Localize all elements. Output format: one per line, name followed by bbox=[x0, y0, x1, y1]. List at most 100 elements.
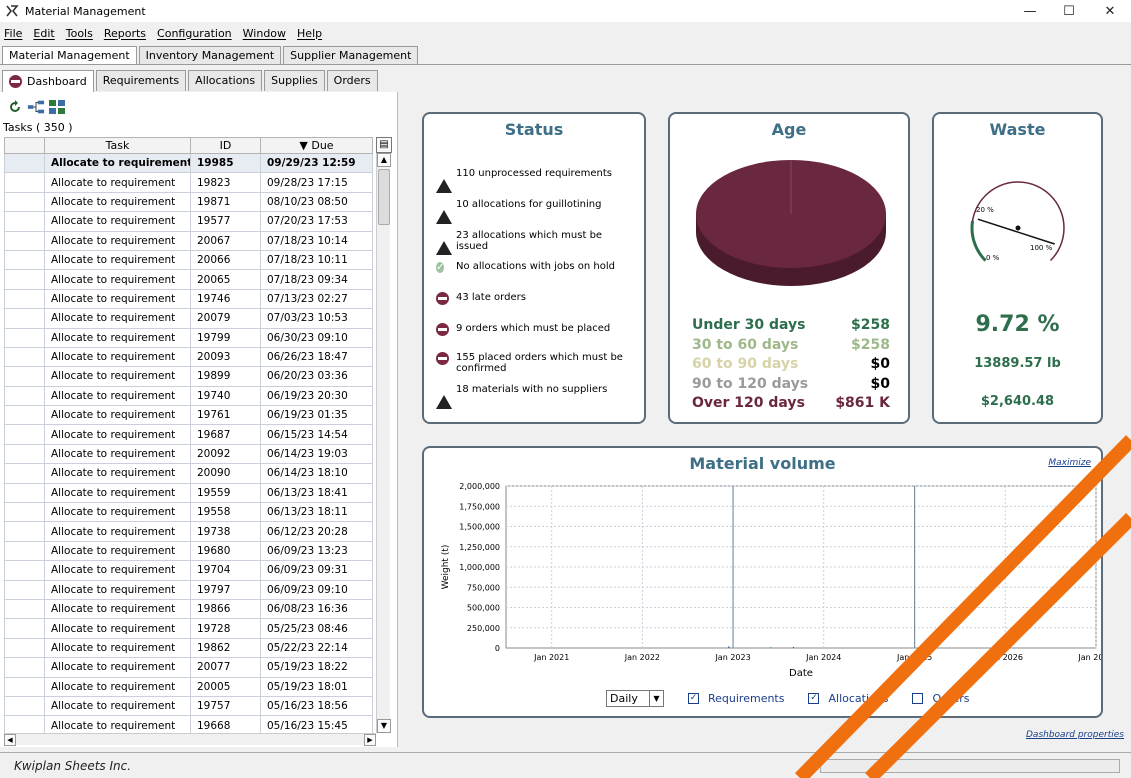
table-row[interactable]: Allocate to requirement 19680 06/09/23 13:… bbox=[4, 540, 373, 562]
age-row-label: 90 to 120 days bbox=[692, 375, 809, 392]
table-row[interactable]: Allocate to requirement 19559 06/13/23 18:… bbox=[4, 482, 373, 504]
x-tick-label: Jan 2026 bbox=[987, 653, 1023, 662]
id-cell: 20067 bbox=[190, 230, 261, 251]
table-row[interactable]: Allocate to requirement 19577 07/20/23 17:… bbox=[4, 211, 373, 232]
granularity-select[interactable]: Daily ▼ bbox=[606, 690, 664, 707]
col-header-id[interactable]: ID bbox=[190, 137, 261, 154]
table-row[interactable]: Allocate to requirement 19668 05/16/23 15:… bbox=[4, 715, 373, 736]
tab-orders[interactable]: Orders bbox=[326, 70, 378, 91]
status-item-text: 10 allocations for guillotining bbox=[456, 199, 602, 210]
status-item-text: 18 materials with no suppliers bbox=[456, 384, 608, 395]
refresh-icon[interactable] bbox=[6, 98, 24, 116]
dashboard-properties-link[interactable]: Dashboard properties bbox=[1026, 730, 1124, 740]
table-row[interactable]: Allocate to requirement 19899 06/20/23 03:… bbox=[4, 366, 373, 387]
table-row[interactable]: Allocate to requirement 20090 06/14/23 18:… bbox=[4, 463, 373, 484]
table-row[interactable]: Allocate to requirement 19687 06/15/23 14:… bbox=[4, 424, 373, 445]
status-item[interactable]: 10 allocations for guillotining bbox=[436, 199, 626, 224]
scroll-left-icon[interactable]: ◀ bbox=[4, 734, 16, 746]
table-row[interactable]: Allocate to requirement 19728 05/25/23 08:… bbox=[4, 618, 373, 639]
table-row[interactable]: Allocate to requirement 19746 07/13/23 02:… bbox=[4, 288, 373, 310]
table-row[interactable]: Allocate to requirement 19757 05/16/23 18:… bbox=[4, 695, 373, 717]
col-header-task[interactable]: Task bbox=[44, 137, 191, 154]
orders-checkbox[interactable] bbox=[912, 693, 924, 704]
row-select-cell bbox=[4, 191, 45, 213]
due-cell: 07/18/23 10:11 bbox=[260, 249, 373, 271]
table-row[interactable]: Allocate to requirement 19862 05/22/23 22:… bbox=[4, 637, 373, 659]
table-row[interactable]: Allocate to requirement 20077 05/19/23 18:… bbox=[4, 657, 373, 678]
y-tick-label: 750,000 bbox=[467, 583, 500, 592]
tasks-horizontal-scrollbar[interactable]: ◀ ▶ bbox=[4, 733, 376, 746]
maximize-button[interactable]: ☐ bbox=[1063, 3, 1075, 19]
table-row[interactable]: Allocate to requirement 19738 06/12/23 20:… bbox=[4, 521, 373, 542]
menu-window[interactable]: Window bbox=[242, 26, 287, 40]
status-item[interactable]: 18 materials with no suppliers bbox=[436, 384, 626, 409]
maximize-link[interactable]: Maximize bbox=[1048, 458, 1091, 468]
id-cell: 19704 bbox=[190, 560, 261, 581]
table-row[interactable]: Allocate to requirement 20093 06/26/23 18:… bbox=[4, 346, 373, 368]
tab-material-management[interactable]: Material Management bbox=[2, 46, 137, 65]
status-item[interactable]: 43 late orders bbox=[436, 292, 626, 307]
scroll-right-icon[interactable]: ▶ bbox=[364, 734, 376, 746]
task-cell: Allocate to requirement bbox=[44, 288, 191, 310]
requirements-checkbox[interactable]: ✓ bbox=[688, 693, 699, 704]
table-row[interactable]: Allocate to requirement 20067 07/18/23 10:… bbox=[4, 230, 373, 251]
table-row[interactable]: Allocate to requirement 19740 06/19/23 20:… bbox=[4, 385, 373, 407]
status-item[interactable]: 23 allocations which must be issued bbox=[436, 230, 626, 255]
tab-inventory-management[interactable]: Inventory Management bbox=[138, 46, 282, 64]
tab-supplier-management[interactable]: Supplier Management bbox=[283, 46, 419, 64]
table-row[interactable]: Allocate to requirement 20066 07/18/23 10:… bbox=[4, 249, 373, 271]
id-cell: 19797 bbox=[190, 579, 261, 600]
row-select-cell bbox=[4, 598, 45, 620]
menu-configuration[interactable]: Configuration bbox=[157, 26, 232, 40]
status-item[interactable]: 155 placed orders which must be confirme… bbox=[436, 352, 626, 374]
network-view-icon[interactable] bbox=[48, 98, 66, 116]
table-row[interactable]: Allocate to requirement 20065 07/18/23 09:… bbox=[4, 269, 373, 290]
row-select-cell bbox=[4, 346, 45, 368]
table-row[interactable]: Allocate to requirement 19985 09/29/23 12:… bbox=[4, 152, 373, 174]
menu-tools[interactable]: Tools bbox=[65, 26, 93, 40]
table-row[interactable]: Allocate to requirement 19871 08/10/23 08:… bbox=[4, 191, 373, 213]
tab-requirements[interactable]: Requirements bbox=[95, 70, 187, 91]
due-cell: 06/30/23 09:10 bbox=[260, 327, 373, 348]
table-row[interactable]: Allocate to requirement 19761 06/19/23 01:… bbox=[4, 405, 373, 426]
row-select-cell bbox=[4, 676, 45, 697]
table-row[interactable]: Allocate to requirement 19558 06/13/23 18:… bbox=[4, 502, 373, 523]
table-row[interactable]: Allocate to requirement 20079 07/03/23 10:… bbox=[4, 308, 373, 329]
table-row[interactable]: Allocate to requirement 19704 06/09/23 09:… bbox=[4, 560, 373, 581]
minimize-button[interactable]: — bbox=[1023, 3, 1037, 19]
tab-supplies[interactable]: Supplies bbox=[264, 70, 325, 91]
scroll-up-icon[interactable]: ▲ bbox=[377, 153, 391, 167]
task-cell: Allocate to requirement bbox=[44, 463, 191, 484]
table-row[interactable]: Allocate to requirement 20005 05/19/23 18:… bbox=[4, 676, 373, 697]
table-row[interactable]: Allocate to requirement 19797 06/09/23 09:… bbox=[4, 579, 373, 600]
tab-allocations[interactable]: Allocations bbox=[188, 70, 263, 91]
due-cell: 05/16/23 18:56 bbox=[260, 695, 373, 717]
status-item[interactable]: 110 unprocessed requirements bbox=[436, 168, 626, 193]
scroll-thumb[interactable] bbox=[378, 169, 390, 225]
id-cell: 20090 bbox=[190, 463, 261, 484]
table-row[interactable]: Allocate to requirement 19823 09/28/23 17:… bbox=[4, 172, 373, 193]
panel-splitter[interactable] bbox=[400, 92, 404, 747]
col-header-due[interactable]: ▼ Due bbox=[260, 137, 373, 154]
menu-file[interactable]: File bbox=[4, 26, 23, 40]
tree-view-icon[interactable] bbox=[27, 98, 45, 116]
due-cell: 06/08/23 16:36 bbox=[260, 598, 373, 620]
id-cell: 19985 bbox=[190, 152, 261, 174]
table-row[interactable]: Allocate to requirement 19799 06/30/23 09:… bbox=[4, 327, 373, 348]
menu-edit[interactable]: Edit bbox=[33, 26, 55, 40]
table-row[interactable]: Allocate to requirement 20092 06/14/23 19:… bbox=[4, 443, 373, 465]
status-card: Status 110 unprocessed requirements 10 al… bbox=[422, 112, 646, 424]
status-item[interactable]: 9 orders which must be placed bbox=[436, 323, 626, 338]
status-bar: Kwiplan Sheets Inc. bbox=[0, 752, 1131, 778]
tab-dashboard[interactable]: Dashboard bbox=[2, 70, 94, 92]
close-button[interactable]: ✕ bbox=[1104, 3, 1116, 19]
menu-help[interactable]: Help bbox=[297, 26, 323, 40]
tasks-vertical-scrollbar[interactable]: ▲ ▼ bbox=[376, 137, 391, 733]
col-header-select[interactable] bbox=[4, 137, 45, 154]
menu-reports[interactable]: Reports bbox=[103, 26, 147, 40]
status-item[interactable]: ✓ No allocations with jobs on hold bbox=[436, 261, 626, 276]
allocations-checkbox[interactable]: ✓ bbox=[808, 693, 820, 704]
column-chooser-icon[interactable]: ▤ bbox=[376, 137, 392, 153]
scroll-down-icon[interactable]: ▼ bbox=[377, 719, 391, 733]
table-row[interactable]: Allocate to requirement 19866 06/08/23 16:… bbox=[4, 598, 373, 620]
